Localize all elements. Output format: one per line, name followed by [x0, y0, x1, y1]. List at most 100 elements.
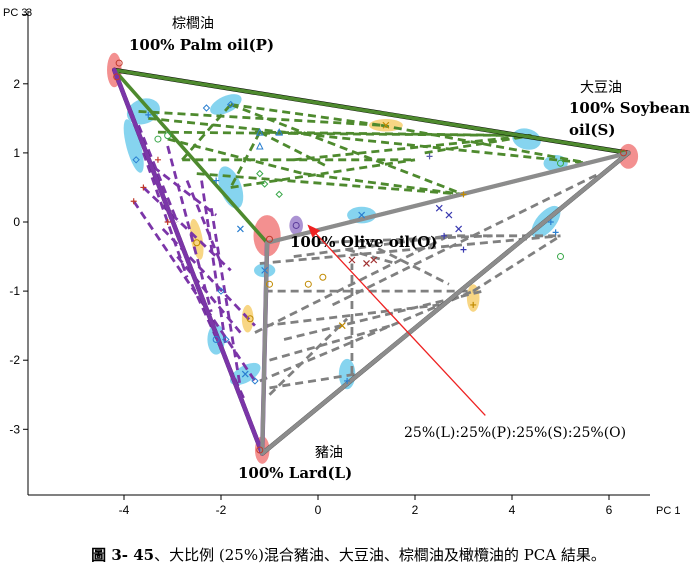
ticks-layer: -4 -2 0 2 4 6 2 1 0 -1 -2 -3 3 [9, 7, 612, 517]
x-tick-label-4: 4 [509, 503, 516, 517]
data-point-29 [552, 229, 559, 236]
edge-PL-6 [112, 67, 265, 456]
x-tick-label--4: -4 [119, 503, 130, 517]
dashed-line-grey-2 [264, 303, 440, 328]
dashed-line-green-15 [424, 134, 532, 155]
vertex-label-S: 100% Soybean oil(S) [569, 99, 690, 139]
dashed-line-grey-8 [365, 241, 450, 286]
data-point-15 [260, 180, 269, 188]
data-point-42 [348, 256, 356, 264]
dashed-line-green-0 [138, 110, 382, 127]
annotation-layer: 25%(L):25%(P):25%(S):25%(O) [307, 224, 626, 441]
labels-layer: PC 3 PC 1 棕櫚油 100% Palm oil(P) 大豆油 100% Soy… [3, 7, 690, 517]
data-point-32 [154, 156, 161, 163]
dashed-line-purple-4 [176, 255, 242, 334]
vertex-label-zh-S: 大豆油 [580, 80, 622, 96]
data-point-50 [217, 287, 225, 295]
data-point-7 [202, 104, 211, 112]
data-point-13 [164, 132, 172, 140]
y-tick-label--1: -1 [9, 284, 20, 298]
data-point-27 [557, 159, 564, 167]
data-point-10 [275, 128, 284, 136]
x-tick-label-6: 6 [606, 503, 613, 517]
edge-OS-8 [264, 150, 631, 245]
data-point-18 [358, 211, 366, 219]
vertex-label-L: 100% Lard(L) [238, 464, 352, 482]
data-point-4 [256, 446, 264, 454]
data-point-44 [370, 256, 378, 264]
data-point-24 [455, 225, 463, 233]
data-point-5 [145, 111, 152, 118]
x-tick-label-2: 2 [412, 503, 419, 517]
cluster-ellipse-20 [289, 215, 303, 236]
edge-PO-3 [112, 68, 269, 245]
annotation-arrow [307, 224, 486, 416]
plot-frame [27, 11, 650, 496]
data-point-25 [441, 232, 448, 239]
dashed-line-grey-4 [269, 372, 358, 390]
data-point-49 [251, 377, 259, 385]
data-point-9 [255, 128, 264, 136]
dashed-line-grey-14 [331, 172, 600, 307]
dashed-line-grey-3 [269, 324, 392, 362]
data-point-33 [193, 239, 201, 247]
data-point-22 [435, 204, 443, 212]
data-point-51 [222, 335, 230, 344]
data-point-19 [426, 153, 433, 160]
dashed-line-green-5 [196, 172, 464, 196]
data-point-37 [261, 266, 269, 274]
data-point-26 [460, 246, 467, 253]
y-tick-label--2: -2 [9, 353, 20, 367]
data-point-39 [292, 221, 300, 229]
dashed-line-purple-6 [142, 152, 189, 278]
dashed-line-purple-11 [185, 180, 223, 264]
data-point-8 [226, 100, 235, 109]
caption-text: 、大比例 (25%)混合豬油、大豆油、棕櫚油及橄欖油的 PCA 結果。 [154, 546, 606, 564]
cluster-ellipse-6 [210, 94, 242, 115]
vertex-label-S-line-1: 100% Soybean [569, 99, 690, 117]
data-point-38 [266, 280, 273, 288]
x-tick-label-0: 0 [315, 503, 322, 517]
dashed-line-green-11 [303, 172, 464, 196]
y-tick-label--3: -3 [9, 422, 20, 436]
dashed-line-green-2 [148, 116, 590, 165]
data-point-31 [140, 184, 147, 191]
dashed-line-grey-7 [346, 248, 396, 265]
dashed-lines-layer [132, 103, 600, 403]
data-point-30 [130, 198, 137, 205]
y-tick-label-3: 3 [26, 7, 32, 19]
data-point-48 [241, 370, 249, 378]
y-axis-label: PC 3 [3, 7, 27, 19]
dashed-line-purple-7 [166, 145, 213, 313]
points-layer [113, 59, 628, 454]
dashed-line-green-13 [229, 131, 262, 189]
dashed-line-green-3 [167, 137, 304, 175]
data-point-20 [382, 121, 390, 129]
data-point-41 [304, 280, 312, 288]
dashed-line-purple-3 [161, 227, 256, 327]
dashed-line-green-7 [230, 103, 465, 196]
x-axis-label: PC 1 [656, 505, 680, 517]
data-point-40 [319, 273, 327, 281]
triangle-edges-layer [112, 67, 631, 456]
edge-SL-9 [260, 150, 631, 456]
data-point-23 [445, 211, 453, 219]
data-point-17 [213, 177, 220, 184]
dashed-line-grey-13 [472, 234, 562, 293]
data-point-28 [547, 219, 554, 225]
figure-number: 圖 3- 45 [91, 546, 155, 564]
data-point-2 [620, 149, 628, 157]
dashed-line-grey-16 [254, 234, 450, 334]
data-point-47 [470, 301, 477, 308]
y-tick-label-2: 2 [13, 77, 20, 91]
data-point-6 [132, 156, 140, 164]
data-point-46 [344, 377, 351, 384]
data-point-36 [236, 225, 244, 233]
data-point-34 [212, 335, 220, 343]
dashed-line-purple-8 [200, 180, 228, 347]
dashed-line-purple-9 [209, 207, 242, 389]
data-point-16 [275, 190, 283, 199]
y-tick-label-1: 1 [13, 146, 20, 160]
x-tick-label--2: -2 [216, 503, 227, 517]
